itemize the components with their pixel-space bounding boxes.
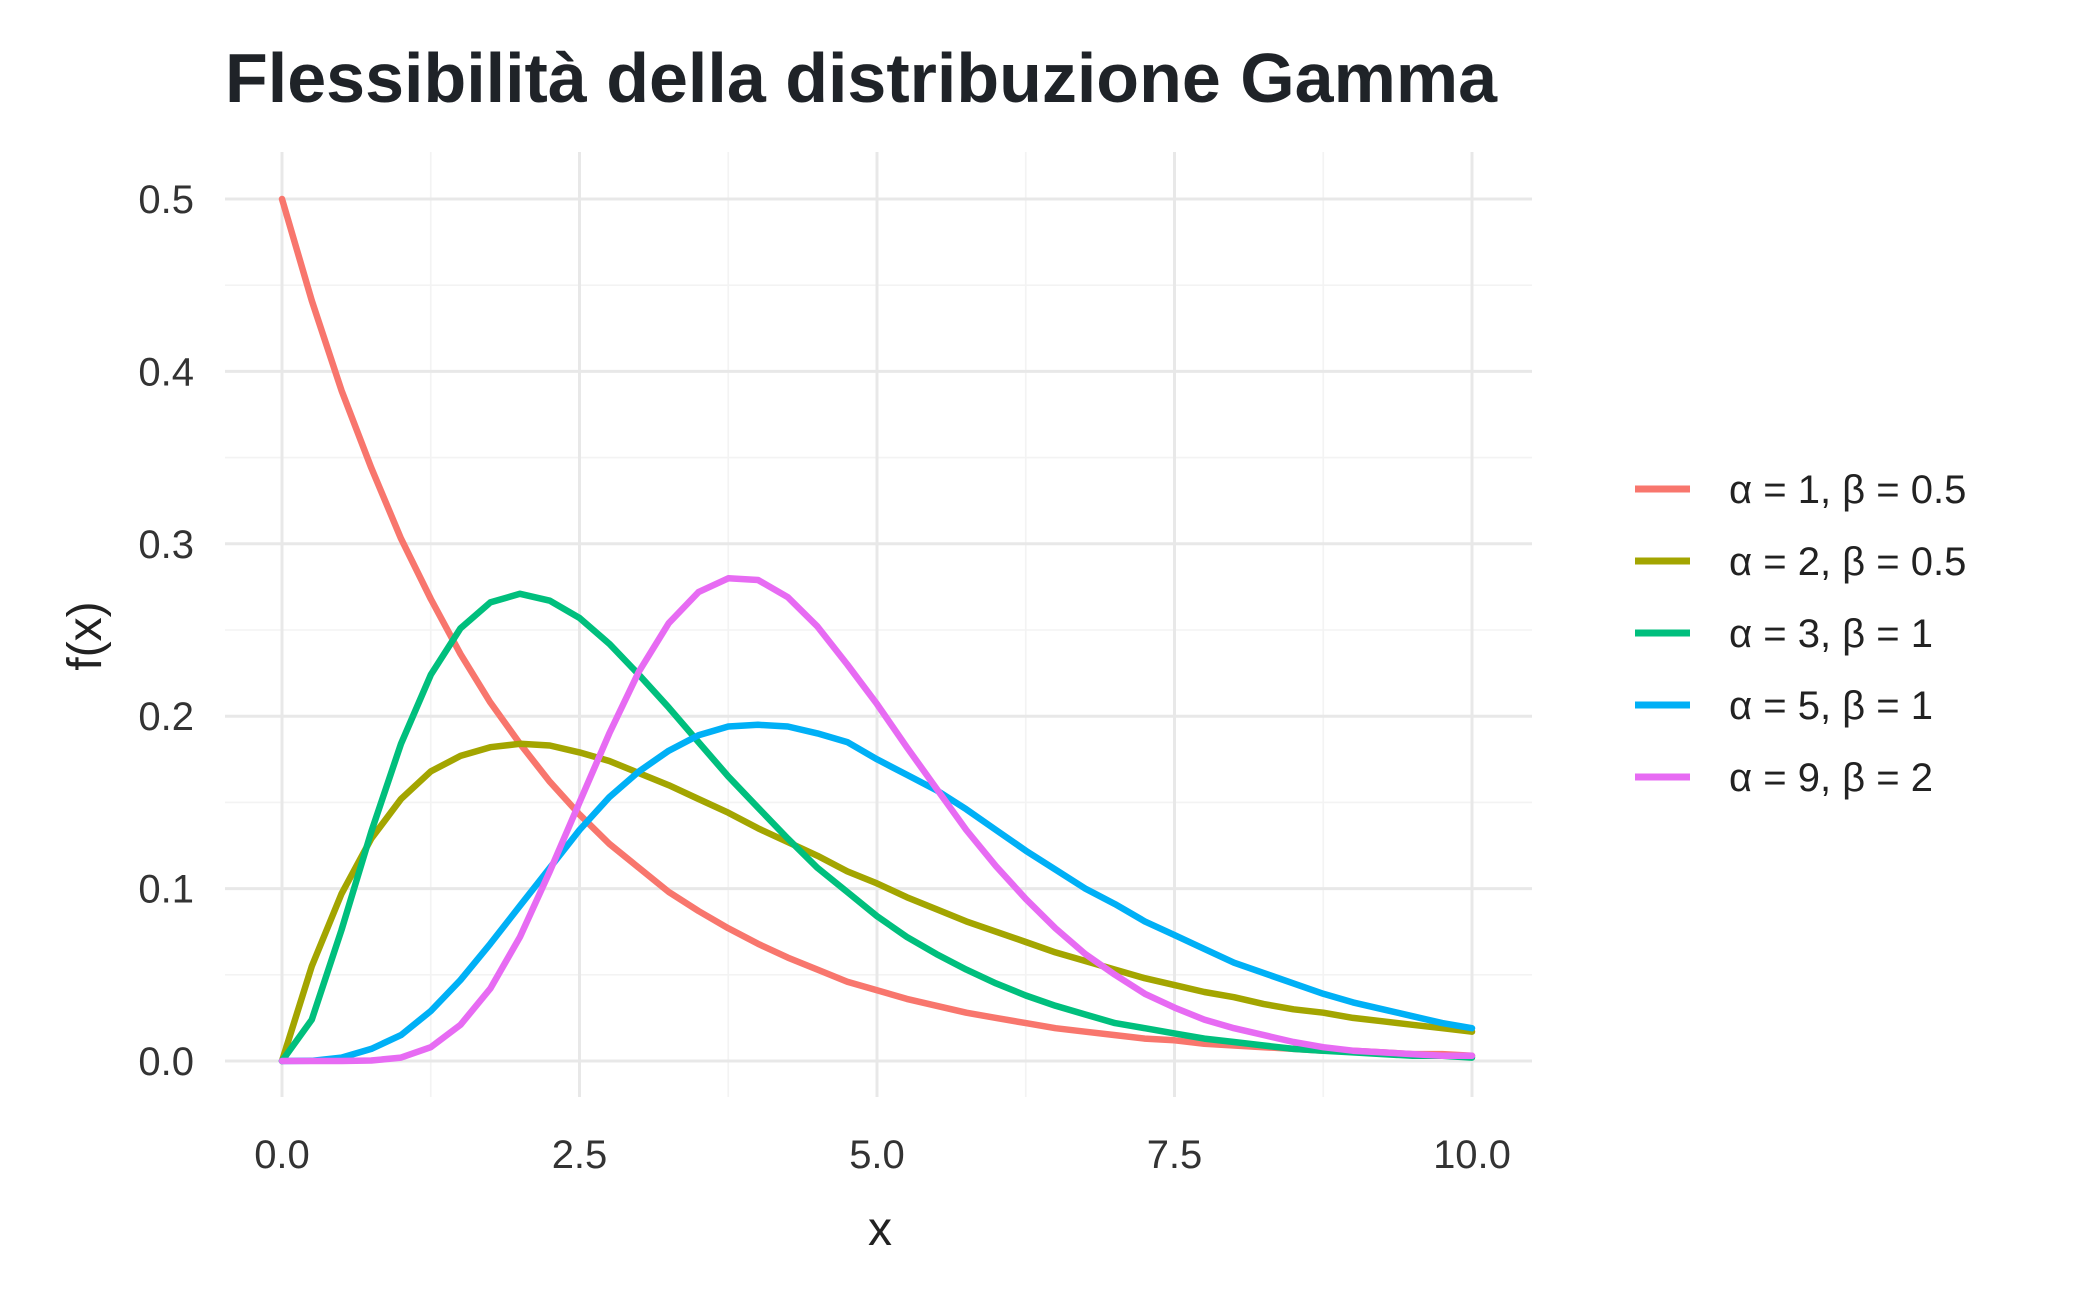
- x-tick-label: 10.0: [1433, 1133, 1511, 1177]
- y-tick-label: 0.3: [138, 523, 194, 567]
- series-layer: [278, 195, 1476, 1065]
- legend-label-5: α = 9, β = 2: [1729, 756, 1933, 800]
- x-axis-title: x: [868, 1203, 892, 1256]
- series-line-4: [278, 721, 1476, 1065]
- series-line-3: [278, 590, 1476, 1065]
- grid-major: [225, 152, 1532, 1097]
- x-tick-label: 5.0: [849, 1133, 905, 1177]
- y-tick-label: 0.4: [138, 350, 194, 394]
- x-tick-label: 2.5: [552, 1133, 608, 1177]
- x-tick-label: 0.0: [254, 1133, 310, 1177]
- y-tick-labels: 0.0 0.1 0.2 0.3 0.4 0.5: [138, 178, 194, 1084]
- series-line-5: [278, 575, 1476, 1065]
- y-tick-label: 0.0: [138, 1040, 194, 1084]
- legend: α = 1, β = 0.5 α = 2, β = 0.5 α = 3, β = 1…: [1635, 468, 1966, 800]
- chart-title: Flessibilità della distribuzione Gamma: [225, 39, 1498, 117]
- legend-label-1: α = 1, β = 0.5: [1729, 468, 1966, 512]
- x-tick-label: 7.5: [1147, 1133, 1203, 1177]
- legend-label-3: α = 3, β = 1: [1729, 612, 1933, 656]
- y-axis-title: f(x): [59, 601, 112, 670]
- legend-label-4: α = 5, β = 1: [1729, 684, 1933, 728]
- series-line-2: [278, 740, 1476, 1065]
- y-tick-label: 0.5: [138, 178, 194, 222]
- y-tick-label: 0.2: [138, 695, 194, 739]
- x-tick-labels: 0.0 2.5 5.0 7.5 10.0: [254, 1133, 1511, 1177]
- legend-label-2: α = 2, β = 0.5: [1729, 540, 1966, 584]
- y-tick-label: 0.1: [138, 868, 194, 912]
